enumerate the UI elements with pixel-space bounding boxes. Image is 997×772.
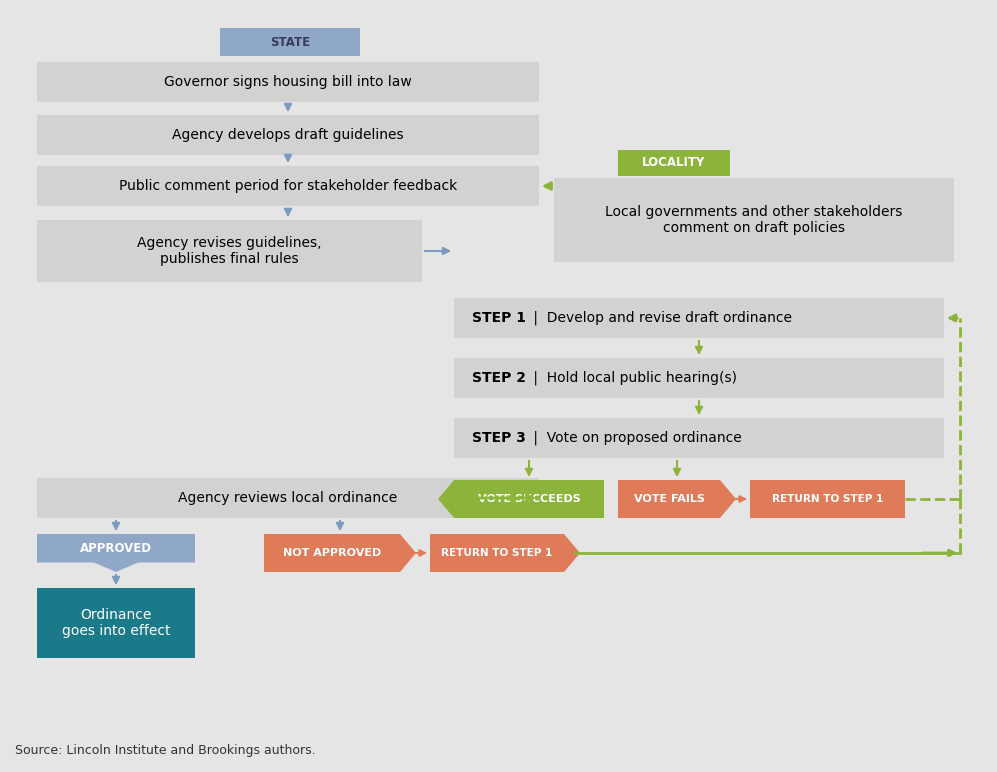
- Polygon shape: [618, 480, 736, 518]
- Text: |  Develop and revise draft ordinance: | Develop and revise draft ordinance: [529, 311, 792, 325]
- FancyBboxPatch shape: [37, 62, 539, 102]
- FancyBboxPatch shape: [37, 220, 422, 282]
- Text: VOTE SUCCEEDS: VOTE SUCCEEDS: [478, 494, 580, 504]
- FancyBboxPatch shape: [554, 178, 954, 262]
- Text: Governor signs housing bill into law: Governor signs housing bill into law: [165, 75, 412, 89]
- Text: Agency revises guidelines,
publishes final rules: Agency revises guidelines, publishes fin…: [138, 236, 322, 266]
- FancyBboxPatch shape: [618, 150, 730, 176]
- Text: APPROVED: APPROVED: [80, 542, 152, 555]
- Text: LOCALITY: LOCALITY: [642, 157, 706, 170]
- Text: RETURN TO STEP 1: RETURN TO STEP 1: [772, 494, 883, 504]
- Polygon shape: [37, 534, 195, 572]
- Text: Local governments and other stakeholders
comment on draft policies: Local governments and other stakeholders…: [605, 205, 902, 235]
- Text: NOT APPROVED: NOT APPROVED: [283, 548, 381, 558]
- Text: Ordinance
goes into effect: Ordinance goes into effect: [62, 608, 170, 638]
- Text: Agency develops draft guidelines: Agency develops draft guidelines: [172, 128, 404, 142]
- Text: STEP 1: STEP 1: [472, 311, 526, 325]
- Text: STEP 2: STEP 2: [472, 371, 526, 385]
- Text: Source: Lincoln Institute and Brookings authors.: Source: Lincoln Institute and Brookings …: [15, 744, 316, 757]
- FancyBboxPatch shape: [37, 588, 195, 658]
- Text: |  Vote on proposed ordinance: | Vote on proposed ordinance: [529, 431, 742, 445]
- FancyBboxPatch shape: [454, 298, 944, 338]
- Polygon shape: [430, 534, 580, 572]
- Text: Agency reviews local ordinance: Agency reviews local ordinance: [178, 491, 398, 505]
- FancyBboxPatch shape: [220, 28, 360, 56]
- FancyBboxPatch shape: [454, 418, 944, 458]
- Text: RETURN TO STEP 1: RETURN TO STEP 1: [442, 548, 552, 558]
- FancyBboxPatch shape: [750, 480, 905, 518]
- Text: STEP 3: STEP 3: [472, 431, 525, 445]
- Polygon shape: [264, 534, 416, 572]
- Text: STATE: STATE: [270, 36, 310, 49]
- Polygon shape: [438, 480, 604, 518]
- Text: |  Hold local public hearing(s): | Hold local public hearing(s): [529, 371, 737, 385]
- FancyBboxPatch shape: [37, 166, 539, 206]
- Text: VOTE FAILS: VOTE FAILS: [633, 494, 705, 504]
- Text: Public comment period for stakeholder feedback: Public comment period for stakeholder fe…: [119, 179, 458, 193]
- FancyBboxPatch shape: [37, 115, 539, 155]
- FancyBboxPatch shape: [37, 478, 539, 518]
- FancyBboxPatch shape: [454, 358, 944, 398]
